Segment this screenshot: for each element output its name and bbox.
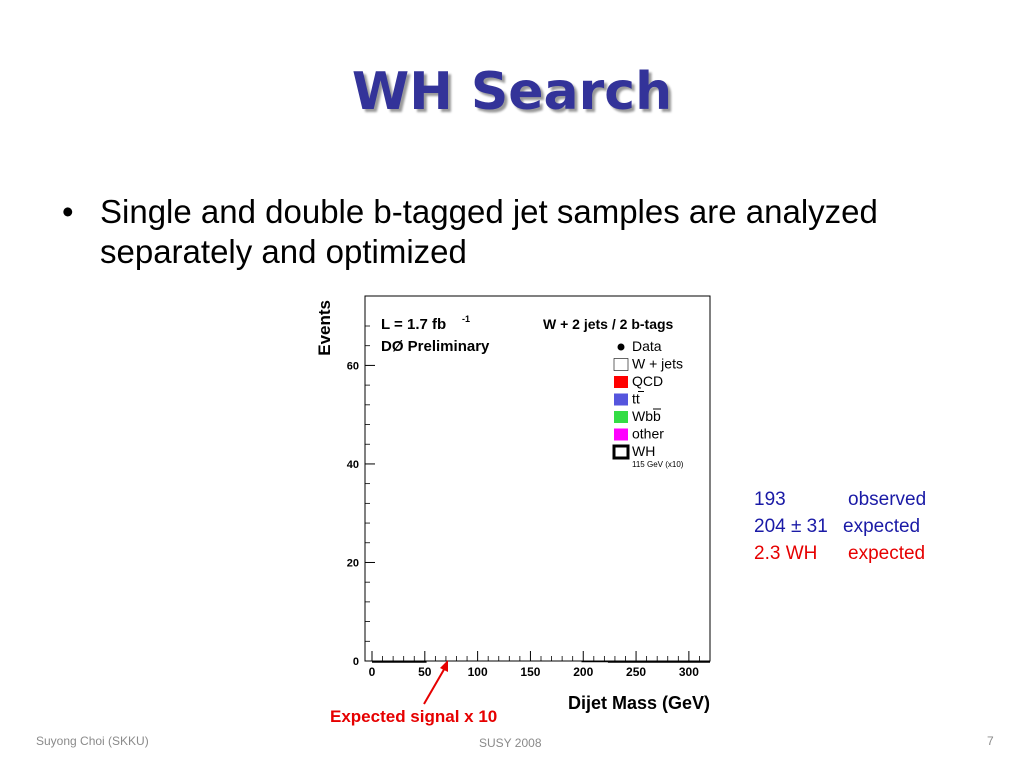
wh-expected-value: 2.3 WH xyxy=(754,543,818,564)
page-number: 7 xyxy=(987,734,994,748)
footer-conference: SUSY 2008 xyxy=(479,736,542,750)
expected-value: 204 ± 31 xyxy=(754,516,828,537)
legend-label-w-jets: W + jets xyxy=(632,356,683,372)
legend-label-other: other xyxy=(632,426,664,442)
expected-label: expected xyxy=(843,516,921,537)
legend-label-tt: tt xyxy=(632,391,640,407)
footer-author: Suyong Choi (SKKU) xyxy=(36,734,149,748)
x-tick-label: 50 xyxy=(418,665,432,679)
dijet-mass-histogram: 0 20 40 60 0 50 100 150 200 250 300 Dijet Mass (GeV… xyxy=(315,295,711,713)
x-tick-label: 200 xyxy=(573,665,593,679)
signal-annotation: Expected signal x 10 xyxy=(330,707,498,726)
observed-label: observed xyxy=(848,489,927,510)
observed-value: 193 xyxy=(754,489,786,510)
lumi-superscript: -1 xyxy=(462,314,470,324)
legend-label-qcd: QCD xyxy=(632,373,663,389)
legend-marker-w-jets xyxy=(613,358,629,371)
legend-marker-tt xyxy=(614,393,628,406)
x-axis-label: Dijet Mass (GeV) xyxy=(568,693,710,713)
slide-title: WH Search xyxy=(351,62,673,122)
legend-label-wh: WH xyxy=(632,443,655,459)
plot-frame xyxy=(364,295,711,662)
legend-label-data: Data xyxy=(632,338,662,354)
x-tick-label: 300 xyxy=(679,665,699,679)
x-tick-label: 100 xyxy=(468,665,488,679)
preliminary-text: DØ Preliminary xyxy=(381,338,490,355)
legend-marker-wbb xyxy=(614,411,628,423)
x-tick-label: 0 xyxy=(369,665,376,679)
legend-marker-other xyxy=(614,428,628,441)
selection-text: W + 2 jets / 2 b-tags xyxy=(543,316,674,332)
x-tick-label: 150 xyxy=(520,665,540,679)
lumi-text: L = 1.7 fb xyxy=(381,316,446,333)
bullet-text: Single and double b-tagged jet samples a… xyxy=(100,193,878,270)
wh-expected-label: expected xyxy=(848,543,926,564)
bullet-symbol: • xyxy=(62,193,74,230)
y-tick-label: 40 xyxy=(347,459,359,471)
y-axis-label: Events xyxy=(315,300,334,356)
legend-marker-qcd xyxy=(614,376,628,388)
y-tick-label: 0 xyxy=(353,656,359,668)
legend-label-wbb: Wbb xyxy=(632,408,661,424)
y-tick-label: 20 xyxy=(347,557,359,569)
y-tick-label: 60 xyxy=(347,360,359,372)
legend-marker-data xyxy=(617,343,625,351)
annotation-arrow xyxy=(423,660,448,705)
x-tick-label: 250 xyxy=(626,665,646,679)
legend-signal-note: 115 GeV (x10) xyxy=(632,460,684,469)
legend-marker-wh xyxy=(612,444,630,460)
